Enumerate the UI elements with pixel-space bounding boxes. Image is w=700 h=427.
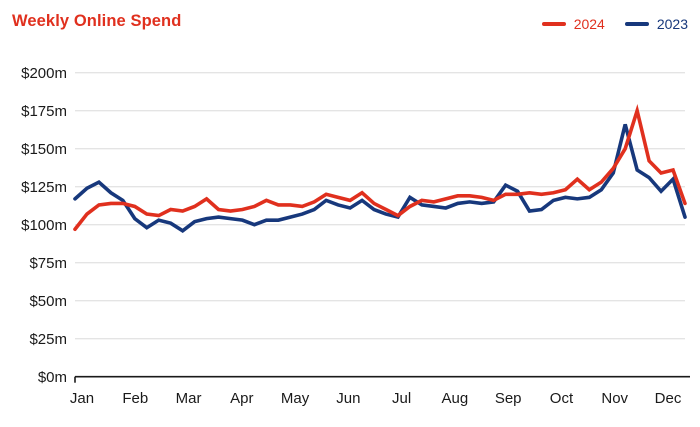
- y-tick-label: $175m: [21, 103, 67, 120]
- y-tick-label: $125m: [21, 179, 67, 196]
- x-tick-label: Dec: [655, 390, 682, 407]
- series-line-2023: [73, 123, 687, 233]
- y-tick-label: $200m: [21, 65, 67, 82]
- legend-item-2024[interactable]: 2024: [541, 16, 605, 32]
- x-tick-label: Jul: [392, 390, 411, 407]
- x-tick-label: Oct: [550, 390, 574, 407]
- legend: 2024 2023: [541, 16, 688, 32]
- series-line-2024: [73, 103, 687, 232]
- y-tick-label: $100m: [21, 217, 67, 234]
- legend-label-2023: 2023: [656, 16, 688, 32]
- y-tick-label: $25m: [29, 331, 67, 348]
- x-tick-label: Jun: [336, 390, 360, 407]
- x-tick-label: Mar: [176, 390, 202, 407]
- y-tick-label: $150m: [21, 141, 67, 158]
- y-tick-label: $0m: [38, 369, 67, 386]
- legend-label-2024: 2024: [573, 16, 605, 32]
- x-tick-label: Nov: [601, 390, 628, 407]
- legend-swatch-2023: [624, 22, 649, 26]
- legend-item-2023[interactable]: 2023: [624, 16, 688, 32]
- x-tick-label: Sep: [495, 390, 522, 407]
- y-tick-label: $50m: [29, 293, 67, 310]
- chart-title: Weekly Online Spend: [12, 12, 182, 30]
- x-tick-label: Feb: [122, 390, 148, 407]
- x-tick-label: Apr: [230, 390, 253, 407]
- x-tick-label: Aug: [442, 390, 469, 407]
- x-tick-label: May: [281, 390, 310, 407]
- y-tick-label: $75m: [29, 255, 67, 272]
- legend-swatch-2024: [541, 22, 566, 26]
- x-tick-label: Jan: [70, 390, 94, 407]
